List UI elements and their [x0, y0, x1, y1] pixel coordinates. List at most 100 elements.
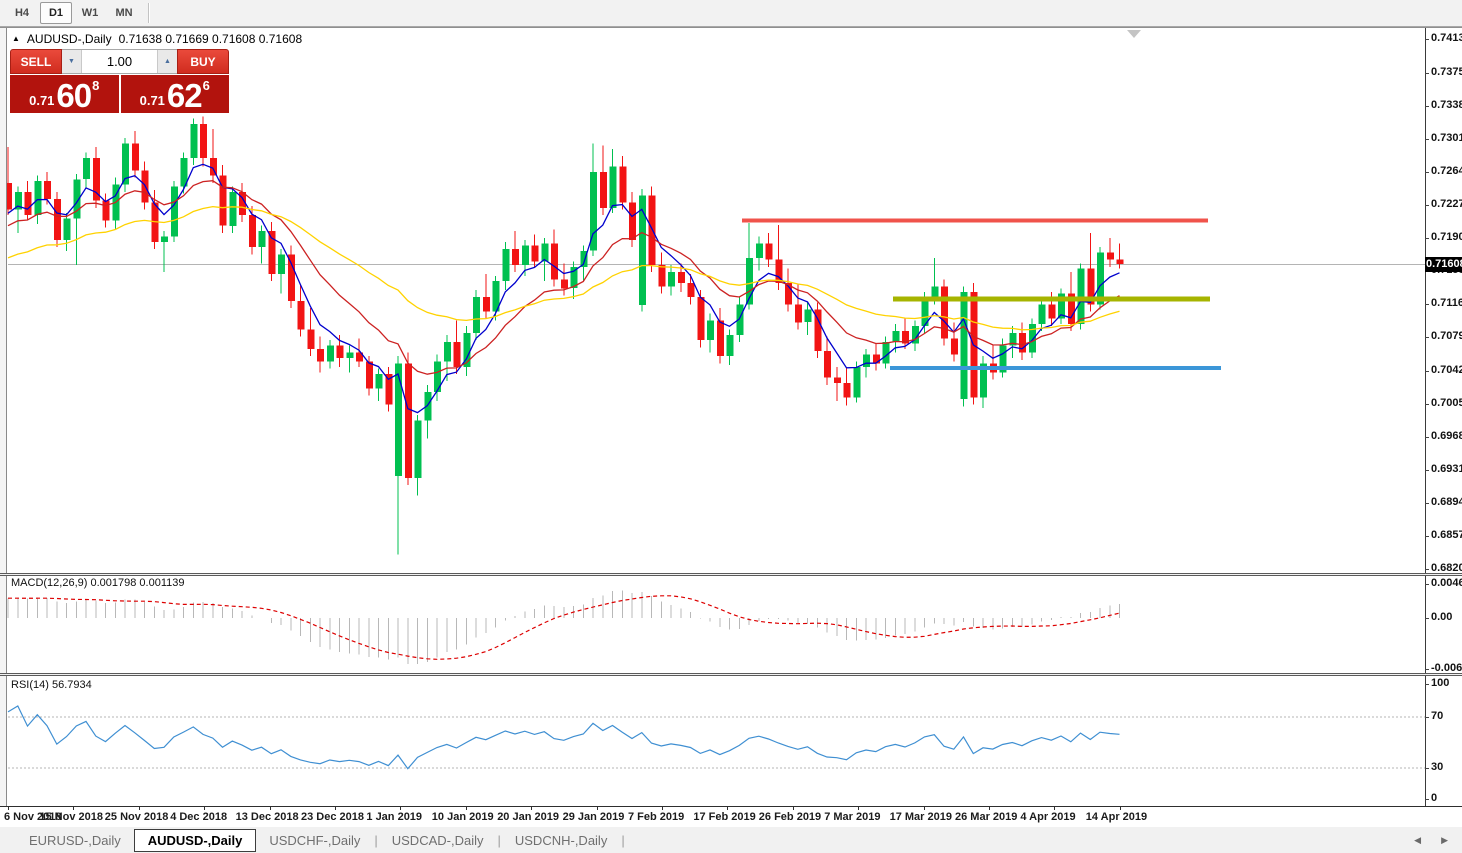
timeframe-button-d1[interactable]: D1: [40, 2, 72, 24]
date-label: 14 Apr 2019: [1085, 811, 1148, 823]
buy-price-big: 62: [166, 77, 203, 114]
volume-decrease-button[interactable]: ▼: [62, 50, 82, 73]
date-label: 23 Dec 2018: [301, 811, 364, 823]
date-label: 29 Jan 2019: [562, 811, 625, 823]
buy-price-panel[interactable]: 0.71 62 6: [120, 75, 229, 114]
date-label: 10 Jan 2019: [431, 811, 494, 823]
rsi-label: RSI(14) 56.7934: [11, 679, 92, 691]
date-label: 26 Feb 2019: [758, 811, 822, 823]
sell-price-prefix: 0.71: [29, 93, 55, 108]
chart-title: ▲ AUDUSD-,Daily 0.71638 0.71669 0.71608 …: [12, 32, 302, 46]
current-price-tag: 0.71608: [1425, 257, 1462, 272]
one-click-trading-widget: SELL ▼ 1.00 ▲ BUY 0.71 60 8 0.71 62 6: [10, 49, 229, 113]
tab-eurusd[interactable]: EURUSD-,Daily: [29, 832, 121, 848]
rsi-axis-label: 0: [1424, 792, 1438, 804]
time-axis-tick: [335, 807, 336, 810]
sell-price-panel[interactable]: 0.71 60 8: [10, 75, 119, 113]
date-label: 15 Nov 2018: [39, 811, 103, 823]
rsi-panel-divider[interactable]: [0, 673, 1462, 676]
date-label: 13 Dec 2018: [235, 811, 299, 823]
timeframe-button-w1[interactable]: W1: [81, 7, 99, 19]
ohlc-values: 0.71638 0.71669 0.71608 0.71608: [118, 32, 303, 46]
tab-scroll-arrows: ◀ ▶: [1414, 835, 1448, 846]
buy-button[interactable]: BUY: [177, 49, 229, 74]
date-label: 17 Mar 2019: [889, 811, 952, 823]
window-frame-edge: [0, 28, 7, 806]
timeframe-button-h4[interactable]: H4: [14, 7, 30, 19]
tab-separator: |: [374, 832, 378, 848]
tab-scroll-left-icon[interactable]: ◀: [1414, 834, 1422, 845]
chart-shift-marker-icon[interactable]: [1127, 30, 1141, 38]
rsi-axis-label: 30: [1424, 761, 1444, 773]
tab-separator: |: [497, 832, 501, 848]
symbol-label: AUDUSD-,Daily: [26, 32, 112, 46]
date-label: 17 Feb 2019: [693, 811, 756, 823]
time-axis-tick: [727, 807, 729, 810]
rsi-axis-label: 100: [1424, 677, 1450, 689]
toolbar-separator: [148, 3, 149, 23]
macd-axis-label: 0.00: [1424, 611, 1453, 623]
tab-usdchf[interactable]: USDCHF-,Daily: [269, 832, 361, 848]
volume-control: ▼ 1.00 ▲: [62, 49, 177, 74]
candlestick-chart[interactable]: [0, 28, 1462, 826]
sell-price-sup: 8: [92, 78, 100, 93]
time-axis-tick: [465, 807, 467, 810]
chart-tab-bar: EURUSD-,Daily AUDUSD-,Daily USDCHF-,Dail…: [0, 826, 1462, 853]
time-axis-tick: [989, 807, 990, 810]
tab-separator: |: [621, 832, 625, 848]
tab-scroll-right-icon[interactable]: ▶: [1441, 834, 1448, 845]
date-label: 4 Dec 2018: [170, 811, 228, 823]
timeframe-toolbar: H4 D1 W1 MN: [0, 0, 1462, 27]
time-axis-tick: [662, 807, 663, 810]
time-axis-tick: [204, 807, 206, 810]
time-axis-tick: [138, 807, 140, 810]
time-axis[interactable]: 6 Nov 2018 15 Nov 2018 25 Nov 2018 4 Dec 20…: [0, 806, 1462, 827]
date-label: 7 Feb 2019: [628, 811, 685, 823]
macd-axis-label: 0.004694: [1425, 577, 1462, 589]
macd-axis-label: -0.00639: [1424, 662, 1462, 674]
date-label: 4 Apr 2019: [1020, 811, 1076, 823]
date-label: 6 Nov 2018: [4, 811, 62, 823]
time-axis-tick: [596, 807, 598, 810]
time-axis-tick: [8, 807, 9, 810]
date-label: 25 Nov 2018: [104, 811, 169, 823]
macd-panel-divider[interactable]: [0, 573, 1462, 576]
date-label: 1 Jan 2019: [366, 811, 423, 823]
timeframe-button-mn[interactable]: MN: [115, 7, 133, 19]
date-label: 7 Mar 2019: [824, 811, 881, 823]
buy-price-sup: 6: [202, 78, 210, 93]
tab-audusd[interactable]: AUDUSD-,Daily: [133, 828, 257, 852]
time-axis-tick: [531, 807, 533, 810]
tab-usdcnh[interactable]: USDCNH-,Daily: [514, 832, 608, 848]
chart-window: ▲ AUDUSD-,Daily 0.71638 0.71669 0.71608 …: [0, 27, 1462, 827]
collapse-trade-panel-icon[interactable]: ▲: [12, 34, 20, 43]
tab-usdcad[interactable]: USDCAD-,Daily: [391, 832, 484, 848]
time-axis-tick: [792, 807, 794, 810]
sell-price-big: 60: [56, 77, 92, 114]
time-axis-tick: [923, 807, 925, 810]
sell-button[interactable]: SELL: [10, 49, 62, 74]
volume-increase-button[interactable]: ▲: [157, 50, 177, 73]
price-axis-border: [1425, 28, 1426, 807]
date-label: 20 Jan 2019: [497, 811, 559, 823]
time-axis-tick: [1119, 807, 1121, 810]
time-axis-tick: [73, 807, 75, 810]
macd-label: MACD(12,26,9) 0.001798 0.001139: [11, 577, 185, 589]
volume-input[interactable]: 1.00: [106, 54, 133, 69]
time-axis-tick: [858, 807, 860, 810]
